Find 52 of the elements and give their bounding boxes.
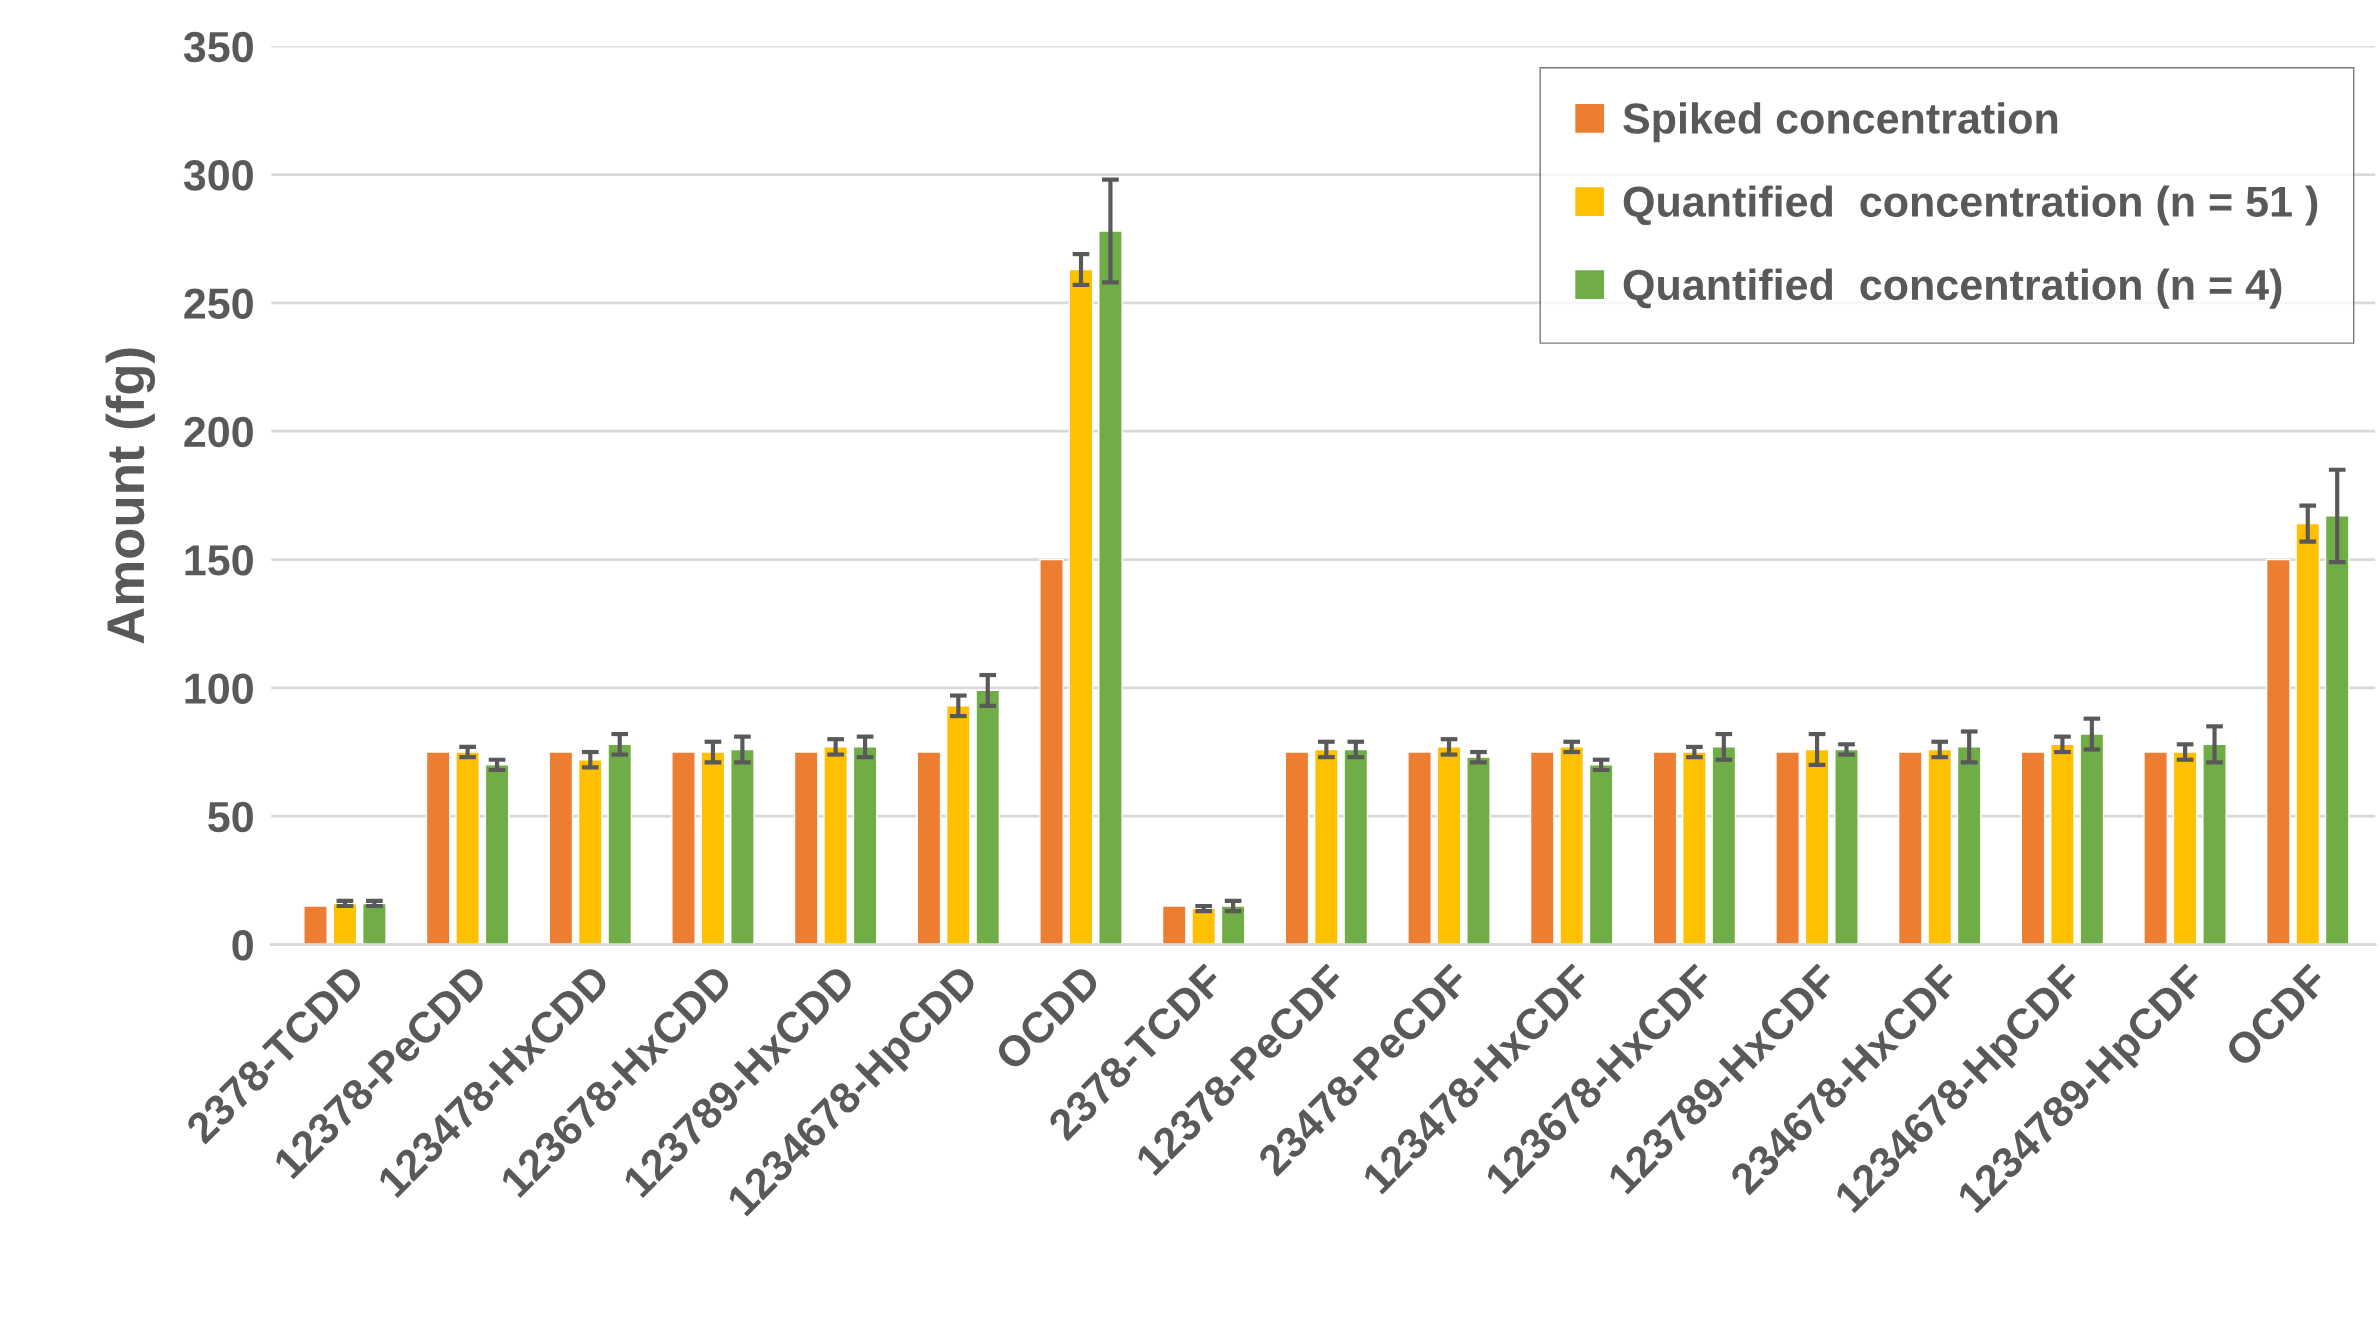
bar [1407,751,1432,945]
y-tick-label: 0 [232,930,253,961]
bar [700,751,726,945]
bar [1652,751,1678,945]
bar [945,705,971,945]
bar [975,689,1001,945]
bar [2172,751,2198,945]
bar [577,759,603,945]
bar [916,751,942,945]
bar [2020,751,2046,945]
bar [2143,751,2168,945]
legend-label: Quantified concentration (n = 4) [1623,268,2282,309]
legend-label: Quantified concentration (n = 51 ) [1623,185,2318,226]
bar [425,751,451,945]
bar [793,751,819,945]
bar [2295,522,2321,945]
bar [1529,751,1555,945]
y-tick-label: 100 [185,673,253,704]
bar [2265,558,2291,945]
bar [730,748,755,945]
bar [1039,558,1064,945]
bar [1098,230,1123,945]
bar [607,743,633,945]
y-tick-label: 350 [183,31,253,63]
bar [1068,268,1094,945]
y-tick-label: 300 [183,160,253,191]
y-tick-label: 200 [184,416,253,448]
bar [1161,905,1187,945]
bar [671,751,696,945]
bar [303,905,328,945]
bar [1711,746,1737,945]
bar [1284,751,1310,945]
bar [2324,515,2350,945]
y-tick-label: 150 [185,545,253,576]
bar [1804,748,1830,945]
bar [1897,751,1923,945]
bar [2050,743,2075,945]
bar [1775,751,1800,945]
bar [1956,746,1982,945]
y-tick-label: 50 [208,801,253,833]
bar [2079,733,2105,945]
bar [1343,748,1369,945]
legend-label: Spiked concentration [1623,102,2058,143]
bar [1927,748,1953,945]
y-axis-title: Amount (fg) [105,348,156,644]
bar [2202,743,2227,945]
bar [852,746,878,945]
bar [548,751,574,945]
y-tick-label: 250 [184,288,253,319]
bar [1313,748,1339,945]
bar [1436,746,1462,945]
bar [823,746,848,945]
